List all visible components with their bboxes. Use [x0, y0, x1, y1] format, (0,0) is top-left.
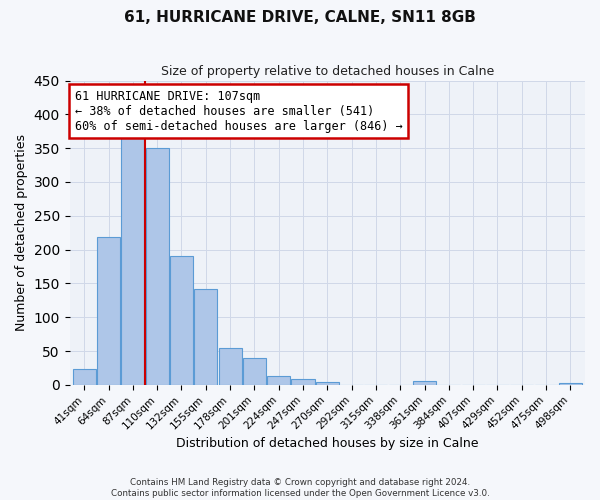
Bar	[292, 380, 314, 385]
Bar	[121, 129, 145, 385]
Bar	[267, 376, 290, 385]
Bar	[243, 358, 266, 385]
Bar	[218, 348, 242, 385]
Text: 61 HURRICANE DRIVE: 107sqm
← 38% of detached houses are smaller (541)
60% of sem: 61 HURRICANE DRIVE: 107sqm ← 38% of deta…	[75, 90, 403, 132]
Bar	[316, 382, 339, 385]
Bar	[413, 382, 436, 385]
Bar	[97, 238, 120, 385]
Bar	[194, 289, 217, 385]
Title: Size of property relative to detached houses in Calne: Size of property relative to detached ho…	[161, 65, 494, 78]
Bar	[170, 256, 193, 385]
Y-axis label: Number of detached properties: Number of detached properties	[15, 134, 28, 331]
Bar	[73, 368, 96, 385]
Text: Contains HM Land Registry data © Crown copyright and database right 2024.
Contai: Contains HM Land Registry data © Crown c…	[110, 478, 490, 498]
X-axis label: Distribution of detached houses by size in Calne: Distribution of detached houses by size …	[176, 437, 479, 450]
Text: 61, HURRICANE DRIVE, CALNE, SN11 8GB: 61, HURRICANE DRIVE, CALNE, SN11 8GB	[124, 10, 476, 25]
Bar	[559, 383, 582, 385]
Bar	[146, 148, 169, 385]
